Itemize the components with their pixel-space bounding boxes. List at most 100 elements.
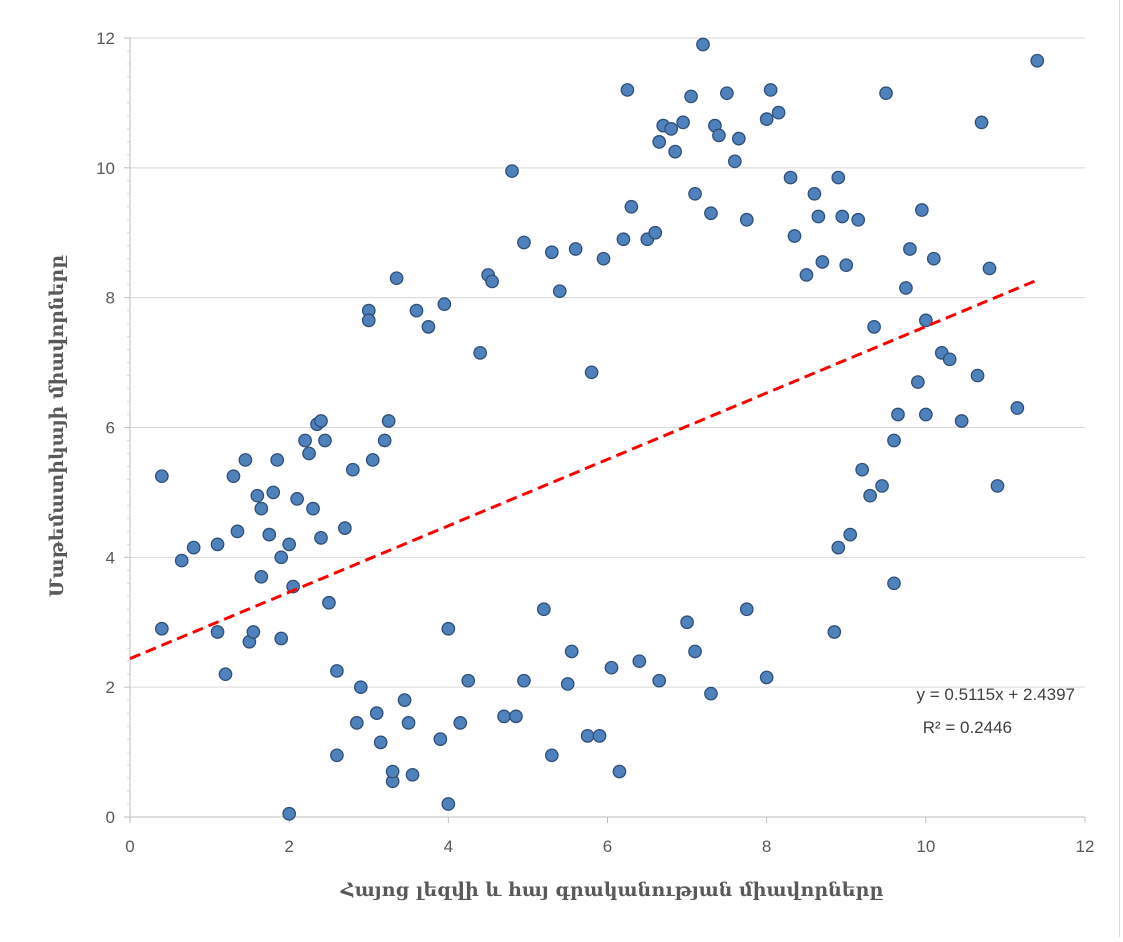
data-point xyxy=(664,122,679,136)
data-point xyxy=(560,677,575,691)
data-point xyxy=(867,320,881,334)
x-axis-title: Հայոց լեզվի և հայ գրականության միավորներ… xyxy=(340,879,884,901)
data-point xyxy=(915,203,929,217)
data-point xyxy=(262,527,277,542)
data-point xyxy=(684,89,698,104)
data-point xyxy=(918,407,933,422)
data-point xyxy=(887,576,901,591)
data-point xyxy=(314,531,328,545)
data-point xyxy=(568,242,583,256)
data-point xyxy=(536,602,551,617)
data-point xyxy=(799,268,814,282)
data-point xyxy=(409,303,424,318)
x-tick-label: 12 xyxy=(1076,837,1095,856)
data-point xyxy=(787,229,802,243)
data-point xyxy=(517,235,531,250)
data-point xyxy=(982,261,997,276)
data-point xyxy=(704,206,718,221)
data-point xyxy=(517,673,531,688)
x-tick-label: 6 xyxy=(603,837,612,856)
data-point xyxy=(704,686,718,701)
data-point xyxy=(174,553,189,568)
data-point xyxy=(648,225,663,240)
data-point xyxy=(831,540,846,555)
data-point xyxy=(544,245,559,260)
data-point xyxy=(210,625,225,639)
y-tick-label: 8 xyxy=(106,289,115,308)
trendline-r-squared: R² = 0.2446 xyxy=(923,718,1012,737)
data-point xyxy=(688,644,702,659)
data-point xyxy=(688,186,702,201)
data-point xyxy=(397,693,412,708)
data-point xyxy=(369,706,384,720)
data-point xyxy=(497,709,511,724)
data-point xyxy=(1010,401,1025,415)
data-point xyxy=(835,209,850,224)
data-point xyxy=(731,131,746,146)
data-point xyxy=(473,345,488,360)
data-point xyxy=(676,115,690,130)
data-point xyxy=(739,602,754,617)
data-point xyxy=(154,469,169,484)
data-point xyxy=(338,521,352,535)
data-point xyxy=(652,673,667,688)
x-tick-label: 4 xyxy=(444,837,453,856)
data-point xyxy=(680,615,694,630)
trendline-layer xyxy=(129,278,1038,661)
data-point xyxy=(266,485,281,500)
data-point xyxy=(926,251,941,266)
data-point xyxy=(612,764,627,779)
data-point xyxy=(783,170,798,185)
data-point xyxy=(373,735,388,750)
data-point xyxy=(875,479,889,493)
data-point xyxy=(282,806,297,821)
data-point xyxy=(815,255,830,269)
data-point xyxy=(254,501,269,516)
data-point xyxy=(903,242,917,256)
data-point xyxy=(270,453,285,467)
data-point xyxy=(544,748,559,763)
data-point xyxy=(596,251,611,266)
data-point xyxy=(592,729,607,743)
data-point xyxy=(353,680,368,695)
data-point xyxy=(365,453,380,467)
data-point xyxy=(759,112,774,126)
data-point xyxy=(306,501,320,516)
data-point xyxy=(552,284,567,299)
data-point xyxy=(505,164,519,178)
data-point xyxy=(210,537,225,552)
data-point xyxy=(668,144,682,159)
y-tick-label: 6 xyxy=(106,419,115,438)
data-point xyxy=(616,232,631,247)
data-point xyxy=(385,764,400,779)
data-point xyxy=(298,433,312,448)
tick-marks xyxy=(124,37,1086,823)
data-point xyxy=(314,414,328,428)
data-point xyxy=(879,86,893,101)
data-point xyxy=(421,320,436,334)
data-point xyxy=(632,654,647,669)
data-point xyxy=(652,135,667,149)
data-point xyxy=(827,625,842,639)
data-point xyxy=(154,621,169,636)
data-point xyxy=(891,407,905,422)
data-point xyxy=(405,767,420,782)
data-point xyxy=(509,709,523,724)
data-point xyxy=(349,716,364,730)
data-point xyxy=(238,453,253,467)
y-tick-label: 2 xyxy=(106,678,115,697)
data-point xyxy=(739,212,754,227)
data-point xyxy=(1030,53,1045,68)
data-point xyxy=(485,274,499,289)
data-point xyxy=(441,797,456,811)
gridlines xyxy=(130,37,1085,688)
x-tick-label: 10 xyxy=(916,837,935,856)
data-point xyxy=(863,488,877,503)
axis-labels: 0 2 4 6 8 10 12 0 2 4 6 8 10 12 xyxy=(96,29,1094,856)
y-tick-label: 4 xyxy=(106,548,115,567)
data-point xyxy=(461,673,476,688)
x-tick-label: 0 xyxy=(125,837,134,856)
data-point xyxy=(437,297,452,312)
